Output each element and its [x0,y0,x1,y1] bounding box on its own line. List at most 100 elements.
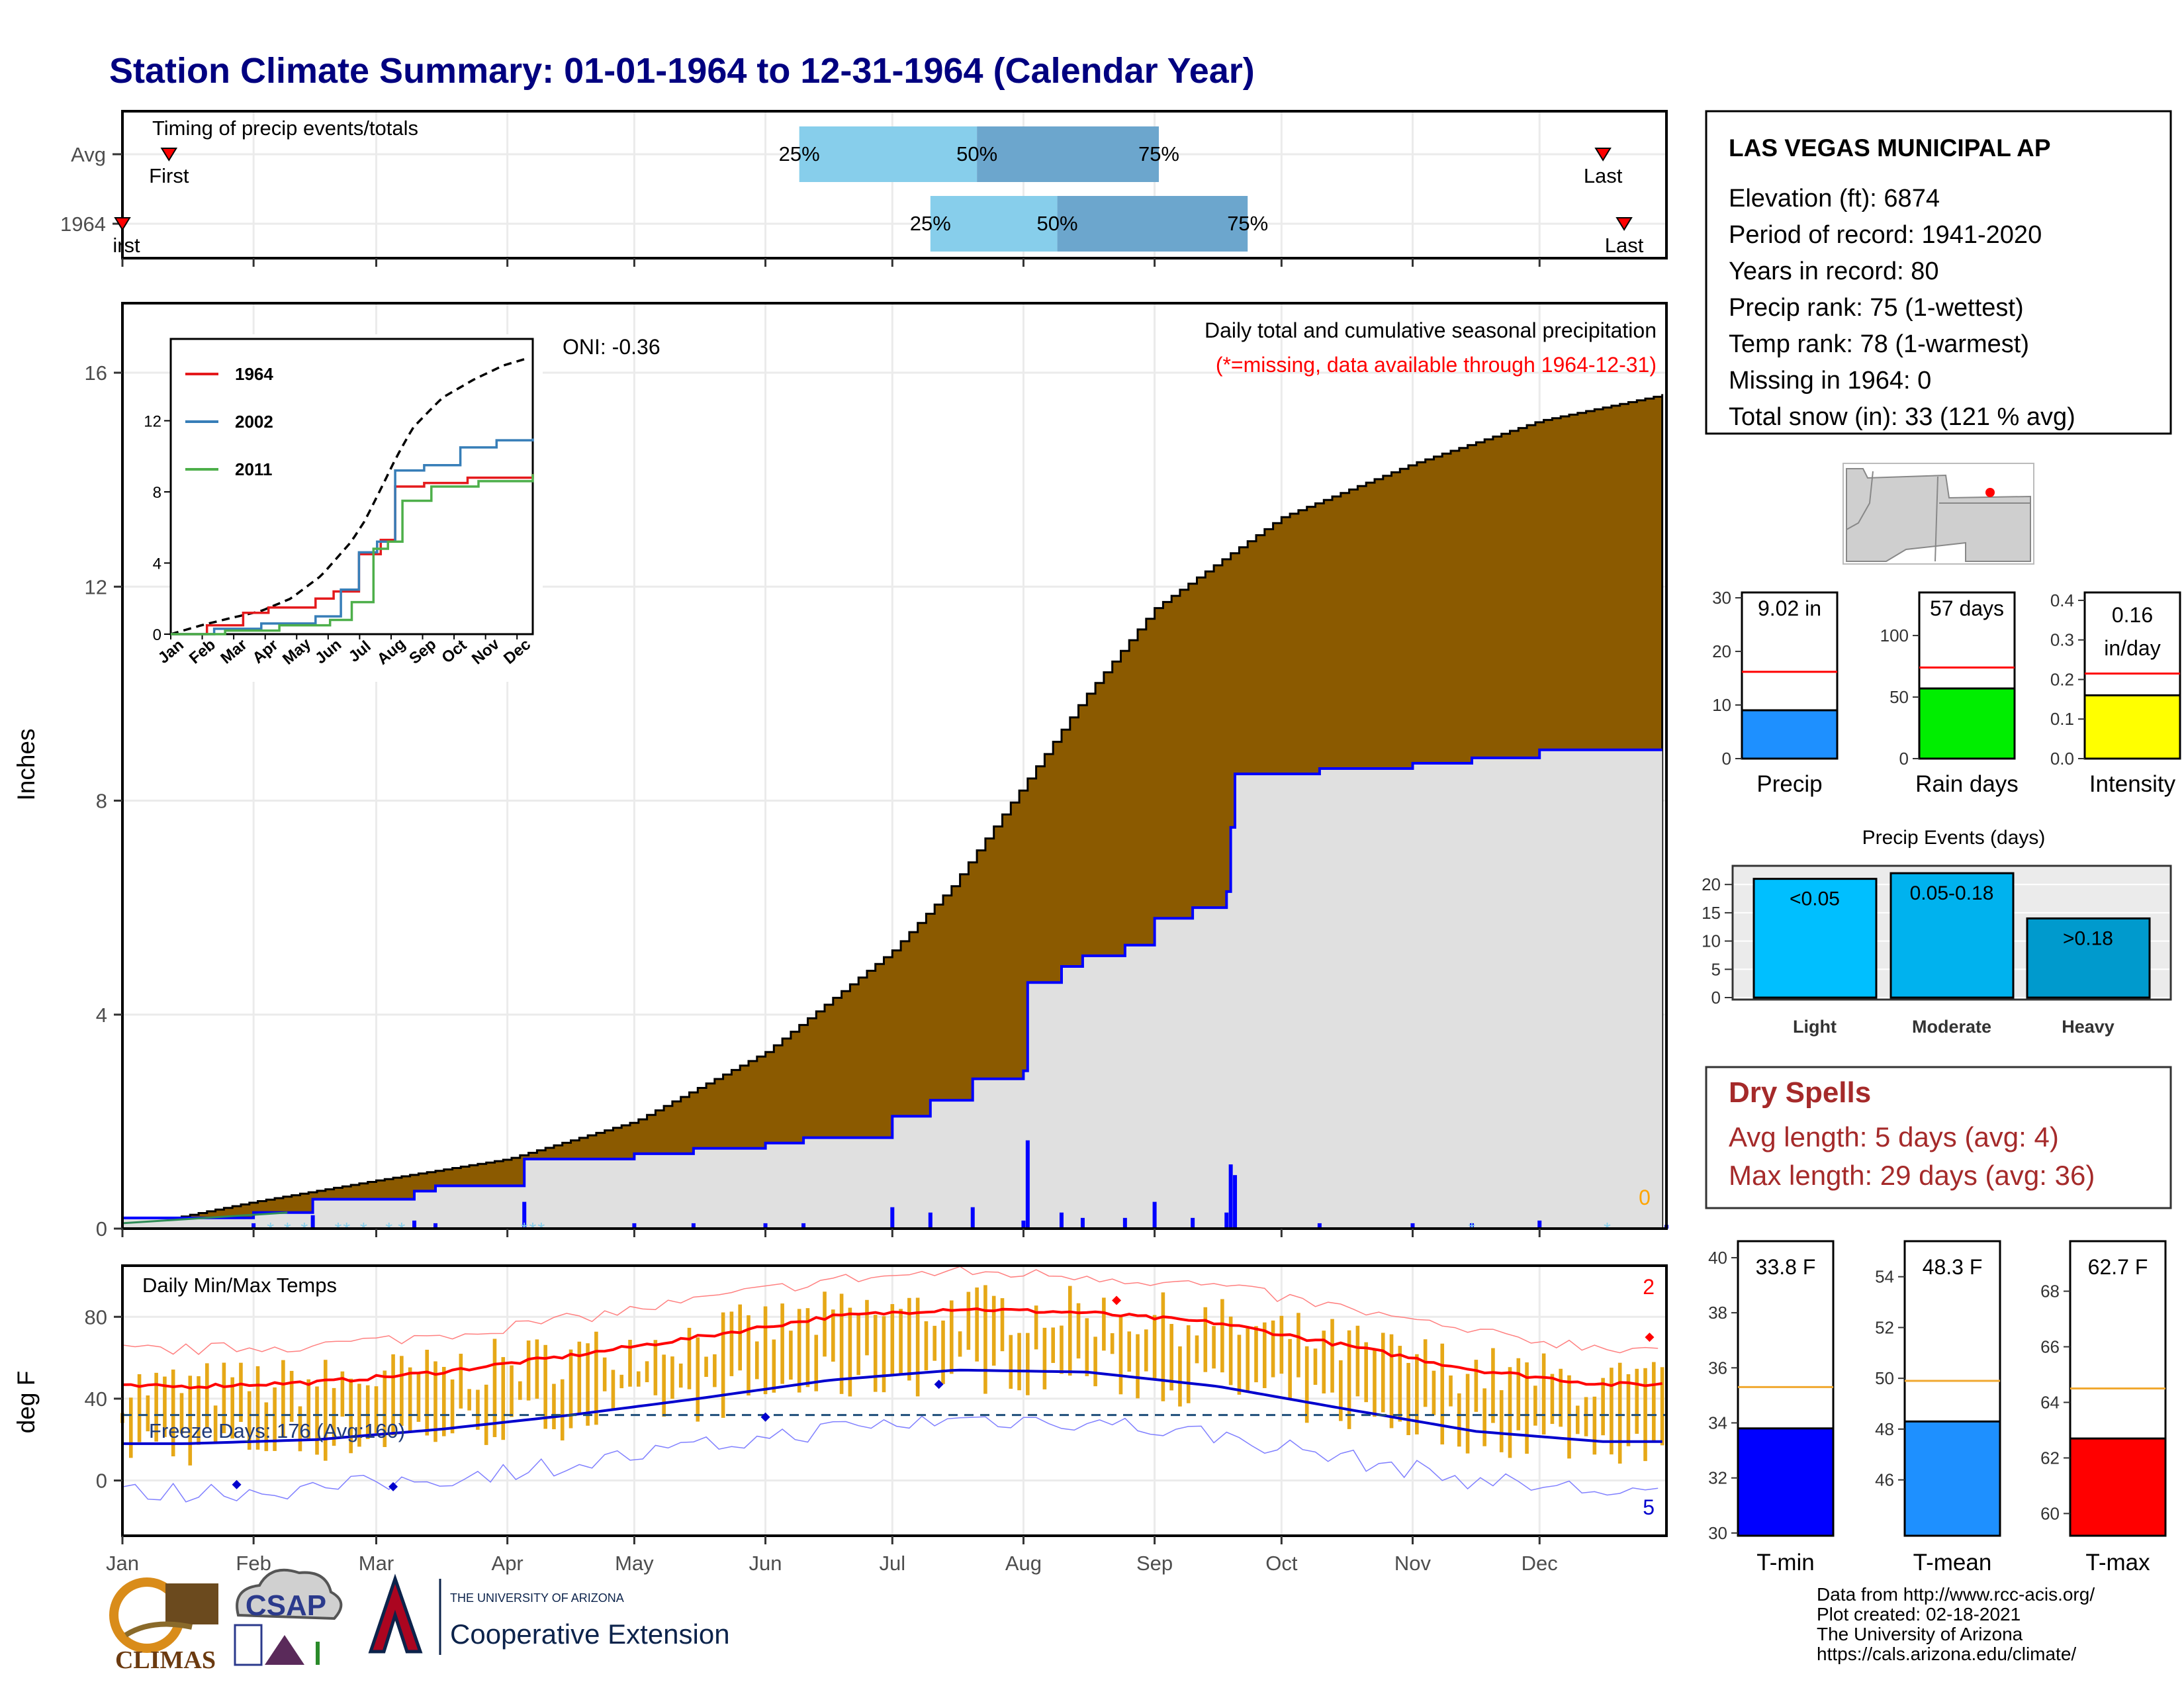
daily-temp-bar [823,1291,827,1357]
daily-temp-bar [1102,1297,1106,1351]
daily-temp-bar [983,1285,987,1394]
record-max-line [122,1266,1659,1355]
daily-temp-bar [721,1312,725,1418]
daily-temp-bar [1406,1362,1410,1435]
daily-temp-bar [594,1331,598,1425]
month-label-oct: Oct [1265,1552,1298,1575]
temp-y-tick-label: 80 [85,1305,107,1329]
daily-temp-bar [873,1315,878,1392]
summary-value-unit-intensity: in/day [2104,636,2160,660]
daily-precip-bar [522,1201,527,1229]
footer-line-3: The University of Arizona [1817,1624,2023,1644]
daily-temp-bar [510,1365,514,1417]
daily-temp-bar [501,1357,506,1440]
daily-temp-bar [1068,1286,1072,1376]
daily-temp-bar [391,1354,395,1436]
daily-precip-bar [1025,1140,1030,1229]
precip-y-tick-label: 12 [85,575,107,598]
daily-temp-bar [662,1354,666,1417]
climas-logo-text: CLIMAS [115,1646,216,1674]
daily-temp-bar [1525,1362,1529,1454]
daily-temp-bar [441,1366,446,1436]
daily-temp-bar [467,1389,471,1411]
daily-temp-bar [1152,1315,1157,1381]
daily-temp-bar [747,1315,751,1396]
daily-temp-bar [289,1370,294,1422]
month-label-nov: Nov [1394,1552,1432,1575]
record-temp-marker [232,1479,242,1489]
timing-pct-75-avg: 75% [1138,142,1179,165]
record-temp-marker [934,1380,944,1389]
timing-first-label-avg: First [149,164,189,187]
month-label-jan: Jan [106,1552,139,1575]
daily-temp-bar [1457,1393,1461,1447]
daily-temp-bar [636,1371,641,1387]
daily-temp-bar [1322,1331,1326,1394]
daily-precip-bar [928,1212,933,1229]
temp-summary-y-tick-label: 52 [1875,1317,1894,1337]
daily-temp-bar [1076,1303,1081,1359]
daily-temp-bar [1373,1349,1377,1417]
daily-temp-bar [400,1356,404,1427]
daily-temp-bar [1652,1362,1656,1442]
daily-temp-bar [1237,1335,1242,1395]
daily-temp-bar [281,1360,285,1438]
daily-temp-bar [569,1349,573,1429]
daily-temp-bar [1304,1346,1309,1423]
daily-temp-bar [1508,1367,1512,1458]
locator-map [1843,463,2034,565]
daily-precip-bar [1469,1223,1474,1229]
timing-label: Timing of precip events/totals [152,117,418,140]
timing-bar-50-75-avg [977,126,1159,182]
daily-temp-bar [653,1340,658,1395]
daily-temp-bar [1254,1326,1258,1383]
timing-row-avg: Avg [71,143,106,166]
daily-temp-bar [306,1379,311,1440]
daily-precip-bar [763,1223,768,1229]
daily-temp-bar [332,1387,336,1446]
events-y-tick-label: 5 [1711,959,1721,979]
precip-y-tick-label: 16 [85,361,107,385]
station-location-marker [1985,488,1995,497]
daily-precip-bar [632,1223,637,1229]
precip-events-chart: Precip Events (days) 0 5 10 15 20 <0.05 Light 0… [1702,827,2172,1037]
daily-temp-bar [1313,1348,1318,1385]
events-y-tick-label: 20 [1702,874,1721,894]
footer-credits: Data from http://www.rcc-acis.org/ Plot … [1817,1584,2095,1664]
dry-spells-box: Dry Spells Avg length: 5 days (avg: 4) M… [1705,1066,2172,1209]
timing-bar-50-75-year [1057,196,1248,252]
timing-pct-75-year: 75% [1227,212,1268,235]
timing-pct-50-year: 50% [1037,212,1078,235]
inset-y-tick-label: 4 [153,555,161,573]
daily-temp-bar [1000,1298,1005,1352]
daily-precip-bar [251,1223,256,1229]
inset-series-line-2011 [171,474,534,635]
daily-temp-bar [1085,1318,1089,1376]
daily-temp-bar [128,1397,133,1458]
daily-temp-bar [1330,1319,1334,1393]
temp-summary-y-tick-label: 68 [2040,1282,2060,1301]
timing-bar-25-50-avg [799,126,978,182]
daily-temp-bar [324,1360,328,1461]
temp-panel-title: Daily Min/Max Temps [142,1274,337,1297]
daily-temp-bar [357,1383,361,1447]
station-name: LAS VEGAS MUNICIPAL AP [1729,134,2051,162]
early-precip-line [122,1211,288,1225]
precip-corner-value: 0 [1639,1186,1651,1209]
summary-y-tick-label: 100 [1880,626,1909,645]
daily-precip-bar [1122,1217,1127,1229]
daily-temp-bar [315,1386,319,1455]
daily-temp-bar [619,1374,624,1389]
summary-bar-precip [1741,709,1839,760]
daily-temp-bar [416,1373,421,1422]
summary-y-tick-label: 0.4 [2050,590,2074,610]
summary-value-intensity: 0.16 [2112,603,2153,627]
daily-temp-bar [273,1387,277,1451]
daily-temp-bar [1601,1378,1605,1436]
daily-precip-bar [1191,1217,1195,1229]
daily-temp-bar [1389,1334,1394,1429]
timing-last-label-year: Last [1605,234,1644,257]
daily-temp-bar [1220,1299,1224,1373]
daily-temp-bar [797,1309,801,1393]
daily-temp-bar [247,1391,251,1450]
